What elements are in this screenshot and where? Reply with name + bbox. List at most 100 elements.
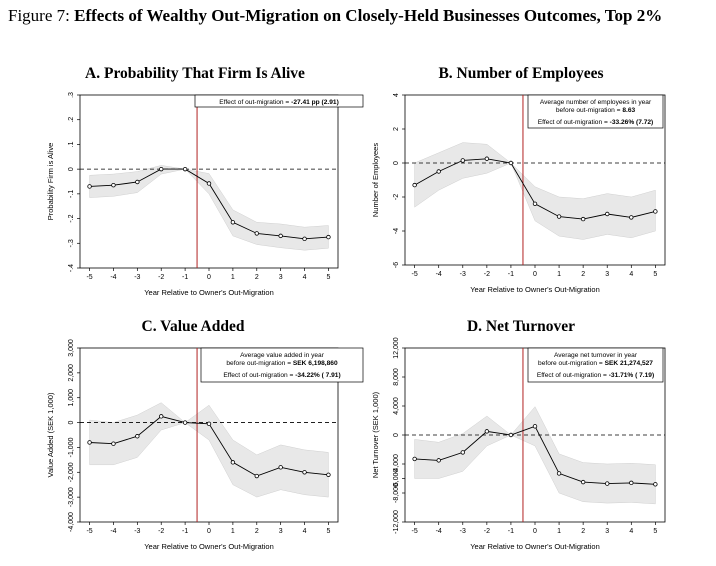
x-tick-label: 1 bbox=[557, 271, 561, 278]
y-tick-label: -.4 bbox=[68, 264, 75, 272]
y-tick-label: 0 bbox=[68, 421, 75, 425]
data-point bbox=[135, 434, 140, 439]
annotation-line: Average net turnover in year bbox=[554, 352, 638, 359]
data-point bbox=[159, 414, 164, 419]
data-point bbox=[278, 465, 283, 470]
data-point bbox=[326, 234, 331, 240]
confidence-band bbox=[89, 165, 329, 251]
annotation-line: before out-migration = SEK 21,274,527 bbox=[538, 360, 653, 367]
data-point bbox=[302, 236, 307, 242]
panel-title: B. Number of Employees bbox=[438, 65, 603, 82]
y-tick-label: .1 bbox=[68, 141, 75, 147]
x-tick-label: 5 bbox=[653, 528, 657, 535]
panel-title: C. Value Added bbox=[142, 318, 245, 335]
x-tick-label: -5 bbox=[86, 274, 92, 281]
data-point bbox=[532, 201, 538, 206]
x-tick-label: -2 bbox=[158, 274, 164, 281]
data-point bbox=[556, 214, 562, 219]
y-tick-label: -.1 bbox=[68, 190, 75, 198]
annotation-line: before out-migration = 8.63 bbox=[556, 107, 636, 114]
x-tick-label: 4 bbox=[629, 528, 633, 535]
data-point bbox=[556, 471, 562, 476]
x-axis-label: Year Relative to Owner's Out-Migration bbox=[470, 542, 600, 551]
data-point bbox=[182, 166, 188, 172]
confidence-band bbox=[414, 406, 656, 505]
annotation-line: before out-migration = SEK 6,198,860 bbox=[226, 360, 338, 367]
x-tick-label: 5 bbox=[326, 528, 330, 535]
data-point bbox=[206, 181, 212, 186]
data-point bbox=[111, 441, 116, 446]
x-tick-label: 1 bbox=[231, 528, 235, 535]
annotation-text: Effect of out-migration = bbox=[219, 99, 291, 106]
panel-title: D. Net Turnover bbox=[467, 318, 575, 335]
x-tick-label: 3 bbox=[605, 271, 609, 278]
x-tick-label: 0 bbox=[207, 528, 211, 535]
annotation-text: Effect of out-migration = bbox=[223, 372, 295, 379]
data-point bbox=[182, 420, 188, 425]
annotation-line: Effect of out-migration = -34.22% ( 7.91… bbox=[223, 372, 340, 379]
x-tick-label: -4 bbox=[110, 528, 116, 535]
x-tick-label: -3 bbox=[134, 274, 140, 281]
annotation-text: Average number of employees in year bbox=[540, 99, 652, 106]
x-tick-label: 0 bbox=[207, 274, 211, 281]
y-tick-label: 1,000 bbox=[68, 389, 75, 407]
x-tick-label: 4 bbox=[303, 528, 307, 535]
data-point bbox=[436, 458, 441, 463]
figure-title: Figure 7: Effects of Wealthy Out-Migrati… bbox=[8, 6, 714, 26]
annotation-box: Effect of out-migration = -27.41 pp (2.9… bbox=[194, 94, 364, 108]
data-point bbox=[629, 480, 634, 486]
x-tick-label: -1 bbox=[508, 271, 514, 278]
y-axis-label: Probability Firm is Alive bbox=[46, 143, 55, 221]
y-tick-label: -3,000 bbox=[68, 487, 75, 507]
annotation-text: Effect of out-migration = bbox=[538, 119, 610, 126]
annotation-box: Average number of employees in yearbefor… bbox=[527, 94, 664, 129]
y-tick-label: -.2 bbox=[68, 214, 75, 222]
data-point bbox=[326, 472, 331, 477]
data-point bbox=[278, 233, 283, 239]
y-tick-label: -4,000 bbox=[393, 454, 400, 474]
y-tick-label: -2,000 bbox=[68, 462, 75, 482]
data-point bbox=[508, 432, 514, 438]
x-tick-label: -4 bbox=[436, 271, 442, 278]
annotation-line: Effect of out-migration = -27.41 pp (2.9… bbox=[219, 99, 339, 106]
x-tick-label: 0 bbox=[533, 528, 537, 535]
panel-title: A. Probability That Firm Is Alive bbox=[85, 65, 305, 82]
data-point bbox=[580, 216, 586, 222]
x-tick-label: -1 bbox=[508, 528, 514, 535]
data-point bbox=[605, 211, 610, 217]
x-tick-label: 3 bbox=[605, 528, 609, 535]
y-axis-label: Value Added (SEK 1,000) bbox=[46, 392, 55, 477]
x-tick-label: 0 bbox=[533, 271, 537, 278]
data-point bbox=[484, 429, 490, 434]
x-tick-label: 5 bbox=[653, 271, 657, 278]
x-tick-label: -4 bbox=[110, 274, 116, 281]
y-tick-label: .2 bbox=[68, 117, 75, 123]
y-tick-label: -.3 bbox=[68, 239, 75, 247]
data-point bbox=[159, 166, 164, 172]
x-axis-label: Year Relative to Owner's Out-Migration bbox=[470, 285, 600, 294]
data-point bbox=[532, 424, 538, 429]
x-tick-label: -3 bbox=[134, 528, 140, 535]
x-axis-label: Year Relative to Owner's Out-Migration bbox=[144, 542, 274, 551]
annotation-value: SEK 6,198,860 bbox=[293, 360, 338, 367]
data-point bbox=[302, 470, 307, 475]
x-tick-label: 2 bbox=[581, 271, 585, 278]
y-tick-label: 2,000 bbox=[68, 364, 75, 382]
annotation-value: -34.22% ( 7.91) bbox=[295, 372, 340, 379]
annotation-value: SEK 21,274,527 bbox=[605, 360, 654, 367]
annotation-text: before out-migration = bbox=[556, 107, 623, 114]
data-point bbox=[460, 158, 465, 163]
y-tick-label: 4,000 bbox=[393, 397, 400, 415]
figure-label: Figure 7: bbox=[8, 6, 70, 25]
y-tick-label: 0 bbox=[68, 167, 75, 171]
data-point bbox=[87, 184, 92, 189]
annotation-frame bbox=[200, 347, 364, 383]
y-tick-label: 3,000 bbox=[68, 339, 75, 357]
x-tick-label: 2 bbox=[255, 274, 259, 281]
x-tick-label: -2 bbox=[484, 271, 490, 278]
x-tick-label: 4 bbox=[303, 274, 307, 281]
y-tick-label: 2 bbox=[393, 127, 400, 131]
